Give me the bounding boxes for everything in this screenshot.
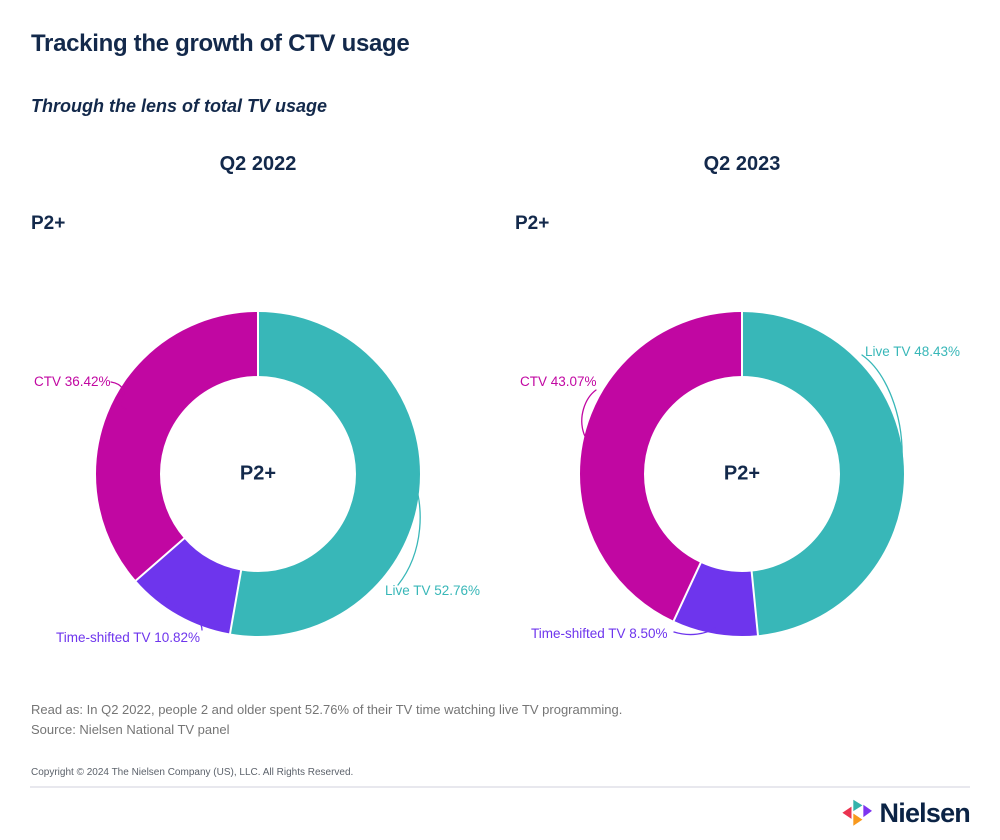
callout-time-shifted-q2-2023: Time-shifted TV 8.50% <box>531 626 668 641</box>
group-label-left: P2+ <box>31 213 66 234</box>
copyright-note: Copyright © 2024 The Nielsen Company (US… <box>31 767 354 778</box>
source-note: Source: Nielsen National TV panel <box>31 722 230 737</box>
donut-chart-q2-2022 <box>96 312 420 636</box>
chart-title-q2-2022: Q2 2022 <box>219 153 297 175</box>
logo-triangle-purple <box>862 804 872 818</box>
donut-center-label-left: P2+ <box>239 462 277 485</box>
footer-divider <box>30 786 970 788</box>
callout-live-tv-q2-2023: Live TV 48.43% <box>865 344 961 359</box>
page-subtitle: Through the lens of total TV usage <box>31 96 328 116</box>
callout-live-tv-q2-2022: Live TV 52.76% <box>385 583 481 598</box>
callout-ctv-q2-2022: CTV 36.42% <box>34 374 111 389</box>
logo-triangle-teal <box>852 799 862 812</box>
page-title: Tracking the growth of CTV usage <box>31 30 410 57</box>
donut-center-label-right: P2+ <box>723 462 761 485</box>
group-label-right: P2+ <box>515 213 550 234</box>
callout-ctv-q2-2023: CTV 43.07% <box>520 374 597 389</box>
callout-time-shifted-q2-2022: Time-shifted TV 10.82% <box>56 630 201 645</box>
logo-triangle-orange <box>852 813 862 826</box>
chart-title-q2-2023: Q2 2023 <box>703 153 781 175</box>
read-as-note: Read as: In Q2 2022, people 2 and older … <box>31 702 623 717</box>
nielsen-wordmark: Nielsen <box>879 797 971 828</box>
nielsen-logo-icon <box>841 799 872 826</box>
donut-chart-q2-2023 <box>580 312 904 636</box>
nielsen-logo: Nielsen <box>841 796 971 830</box>
logo-triangle-red <box>841 806 852 819</box>
